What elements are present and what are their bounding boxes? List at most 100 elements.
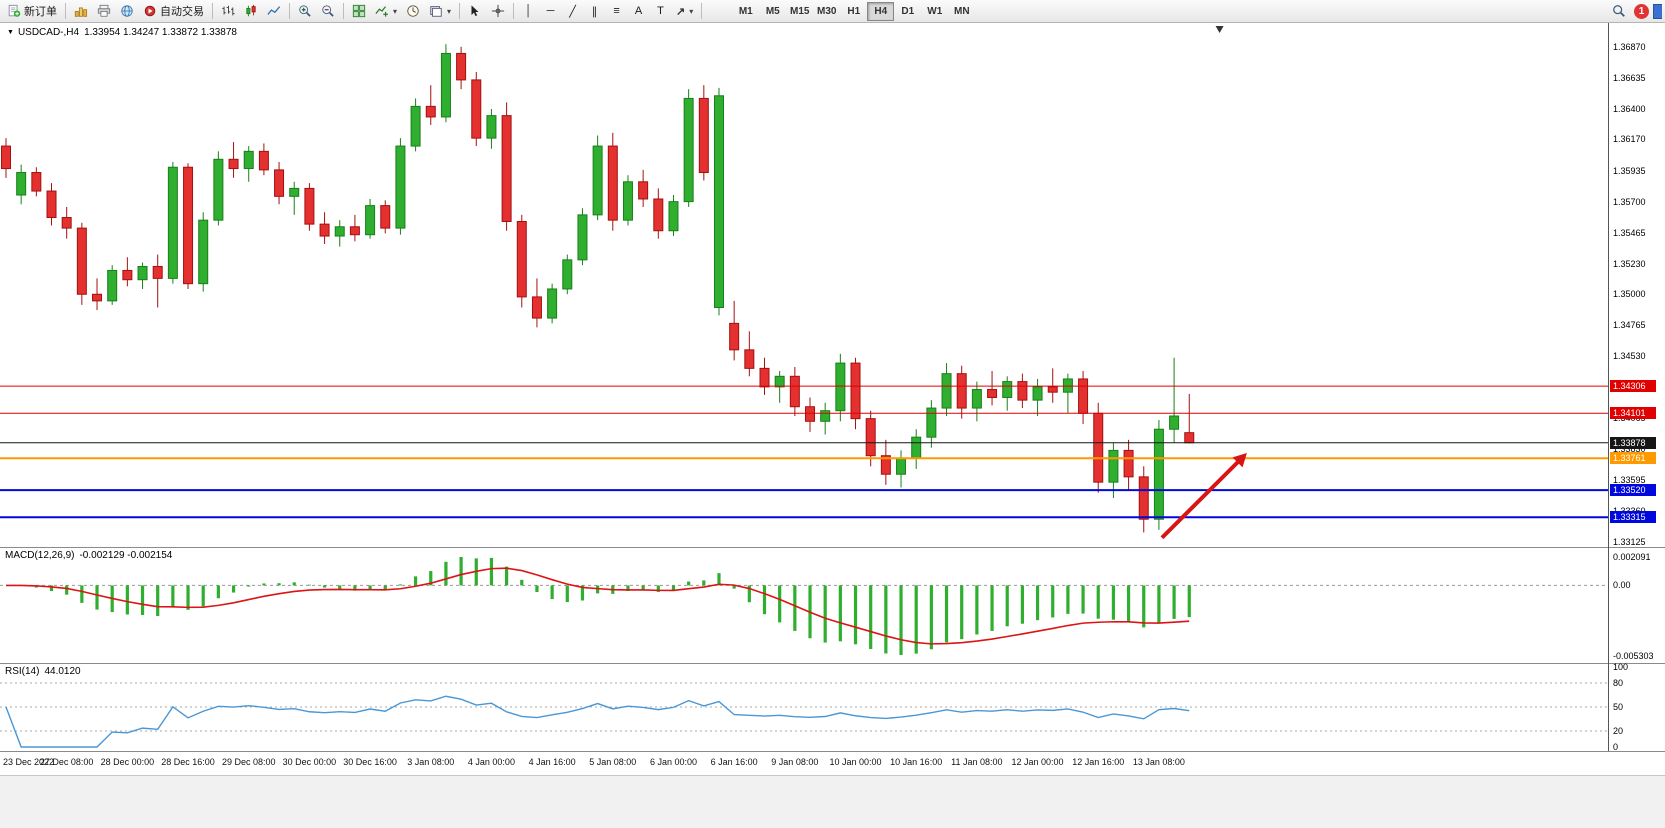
price-axis-label: 1.35465: [1613, 227, 1646, 238]
candle: [1032, 378, 1043, 416]
zoom-out-button[interactable]: [317, 1, 339, 21]
price-axis-label: 1.36170: [1613, 134, 1646, 145]
timeframe-m5-button[interactable]: M5: [759, 2, 786, 21]
time-axis[interactable]: 23 Dec 2022 27 Dec 08:00 28 Dec 00:00 28 De…: [0, 755, 1608, 775]
search-button[interactable]: [1608, 1, 1630, 21]
autotrading-button[interactable]: 自动交易: [139, 1, 208, 21]
candle: [304, 183, 315, 231]
candle: [425, 85, 436, 125]
price-badge: 1.33315: [1610, 511, 1656, 524]
time-axis-label: 27 Dec 08:00: [39, 757, 94, 767]
cursor-icon: [471, 5, 479, 17]
timeframe-m30-button[interactable]: M30: [813, 2, 840, 21]
chat-icon[interactable]: [1653, 3, 1662, 19]
candle: [835, 353, 846, 422]
indicators-button[interactable]: ▾: [371, 1, 401, 21]
candle: [152, 254, 163, 308]
candle: [258, 143, 269, 176]
time-axis-label: 4 Jan 00:00: [467, 757, 515, 767]
time-axis-label: 28 Dec 16:00: [161, 757, 215, 767]
trend-arrow-head: [1232, 453, 1247, 468]
price-badge: 1.33520: [1610, 484, 1656, 497]
autotrading-label: 自动交易: [160, 6, 204, 18]
candle: [759, 357, 770, 395]
candle: [896, 450, 907, 488]
candle: [698, 85, 709, 181]
timeframe-m15-button[interactable]: M15: [786, 2, 813, 21]
price-axis-label: 1.36635: [1613, 72, 1646, 83]
candle: [668, 195, 679, 237]
one-click-trading-toggle[interactable]: ▼: [7, 29, 14, 36]
trendline-button[interactable]: ╱: [562, 1, 583, 21]
charts-panel-button[interactable]: [70, 1, 92, 21]
zoom-in-icon: [299, 5, 311, 17]
candle: [137, 262, 148, 289]
candle: [713, 87, 724, 316]
printer-icon: [97, 4, 111, 17]
candle: [1062, 373, 1073, 414]
ohlc-bars-button[interactable]: [217, 1, 239, 21]
candle: [926, 400, 937, 448]
tile-windows-button[interactable]: [348, 1, 370, 21]
price-axis-label: 1.33125: [1613, 537, 1646, 548]
label-button[interactable]: T: [650, 1, 671, 21]
time-axis-label: 13 Jan 08:00: [1132, 757, 1185, 767]
candle: [683, 89, 694, 207]
timeframe-w1-button[interactable]: W1: [921, 2, 948, 21]
globe-icon: [121, 5, 133, 17]
vertical-line-button[interactable]: │: [518, 1, 539, 21]
arrows-tool-button[interactable]: ↗ ▾: [672, 1, 697, 21]
fibonacci-button[interactable]: ≡: [606, 1, 627, 21]
candle: [92, 278, 103, 311]
candle: [789, 367, 800, 416]
channel-button[interactable]: ∥: [584, 1, 605, 21]
chart-title-bar: ▼ USDCAD-,H4 1.33954 1.34247 1.33872 1.338…: [7, 27, 237, 38]
price-badge: 1.34306: [1610, 380, 1656, 393]
period-clock-button[interactable]: [402, 1, 424, 21]
candle: [501, 102, 512, 231]
timeframe-toolbar: M1 M5 M15 M30 H1 H4 D1 W1 MN: [732, 1, 975, 21]
price-axis-label: 1.35000: [1613, 289, 1646, 300]
time-axis-label: 30 Dec 00:00: [282, 757, 337, 767]
candle: [1017, 373, 1028, 409]
candle: [1123, 439, 1134, 491]
timeframe-mn-button[interactable]: MN: [948, 2, 975, 21]
time-axis-label: 6 Jan 16:00: [710, 757, 758, 767]
zoom-in-button[interactable]: [294, 1, 316, 21]
candle: [486, 109, 497, 149]
timeframe-h1-button[interactable]: H1: [840, 2, 867, 21]
new-order-button[interactable]: 新订单: [3, 1, 61, 21]
line-chart-button[interactable]: [263, 1, 285, 21]
community-button[interactable]: [116, 1, 138, 21]
candle: [228, 142, 239, 178]
ohlc-readout: 1.33954 1.34247 1.33872 1.33878: [84, 27, 237, 38]
rsi-axis-label: 100: [1613, 662, 1629, 672]
timeframe-h4-button[interactable]: H4: [867, 1, 895, 21]
toolbar-separator: [701, 3, 703, 19]
search-icon: [1613, 5, 1625, 17]
horizontal-line-button[interactable]: ─: [540, 1, 561, 21]
templates-icon: [430, 6, 442, 17]
cursor-button[interactable]: [464, 1, 486, 21]
candlestick-button[interactable]: [240, 1, 262, 21]
price-chart-canvas[interactable]: [0, 23, 1665, 828]
crosshair-button[interactable]: [487, 1, 509, 21]
chart-shift-marker[interactable]: [1215, 26, 1224, 33]
text-button[interactable]: A: [628, 1, 649, 21]
templates-button[interactable]: ▾: [425, 1, 455, 21]
chart-surface[interactable]: ▼ USDCAD-,H4 1.33954 1.34247 1.33872 1.338…: [0, 23, 1665, 828]
price-axis-label: 1.35230: [1613, 258, 1646, 269]
candle: [198, 212, 209, 292]
timeframe-m1-button[interactable]: M1: [732, 2, 759, 21]
candles-layer: [1, 44, 1195, 533]
notification-badge[interactable]: 1: [1634, 3, 1649, 19]
trend-arrow[interactable]: [1160, 456, 1244, 540]
candle: [805, 397, 816, 432]
price-axis-label: 1.36870: [1613, 41, 1646, 52]
chevron-down-icon: ▾: [447, 6, 452, 16]
print-button[interactable]: [93, 1, 115, 21]
price-axis[interactable]: 1.36870 1.36635 1.36400 1.36170 1.35935 1.357…: [1609, 23, 1665, 775]
time-axis-label: 9 Jan 08:00: [771, 757, 819, 767]
timeframe-d1-button[interactable]: D1: [894, 2, 921, 21]
rsi-axis-label: 20: [1613, 726, 1624, 736]
